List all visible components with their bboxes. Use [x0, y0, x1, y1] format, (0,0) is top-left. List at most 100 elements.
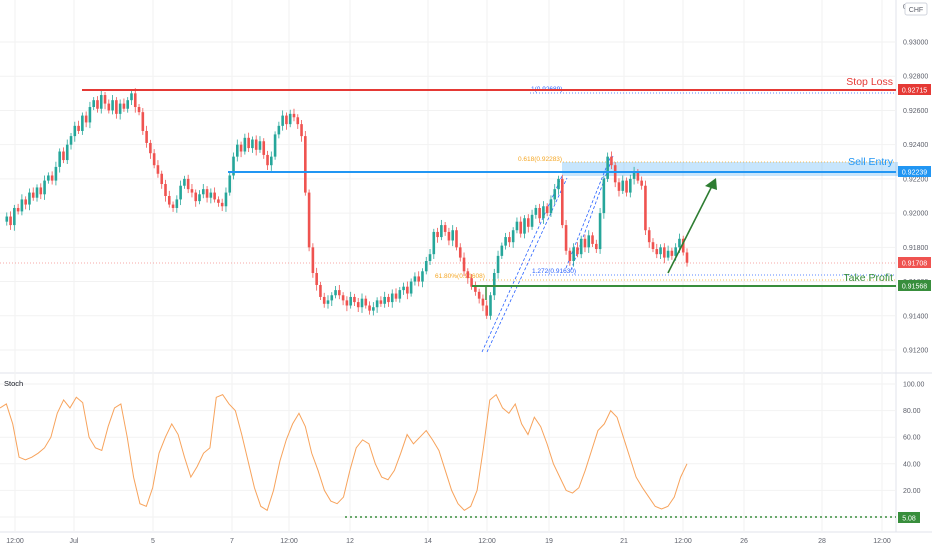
- candle-body: [387, 296, 390, 303]
- candle-body: [341, 295, 345, 301]
- fib-dashed-1: [481, 175, 563, 353]
- candle-body: [96, 100, 99, 109]
- candle-body: [655, 249, 659, 255]
- fib-dashed-2: [486, 177, 568, 353]
- candle-body: [81, 115, 84, 131]
- candle-body: [402, 286, 405, 291]
- stoch-tick-label: 80.00: [903, 408, 921, 415]
- candle-body: [107, 103, 111, 111]
- stop-loss-label: Stop Loss: [846, 76, 893, 88]
- candle-body: [477, 291, 481, 299]
- candle-body: [122, 103, 126, 109]
- candle-body: [538, 207, 541, 219]
- svg-text:0.91708: 0.91708: [902, 261, 927, 268]
- candle-body: [372, 307, 375, 311]
- candle-body: [625, 180, 628, 193]
- candle-body: [28, 192, 31, 205]
- currency-badge-box: [904, 2, 928, 16]
- candle-body: [500, 245, 504, 256]
- candle-body: [186, 178, 190, 190]
- candle-body: [270, 156, 273, 166]
- candle-body: [338, 290, 341, 296]
- fib-618-label: 0.618(0.92283): [518, 156, 562, 163]
- candle-body: [647, 230, 651, 243]
- candle-body: [560, 178, 564, 226]
- candle-body: [424, 261, 428, 272]
- candle-body: [220, 202, 224, 207]
- candle-body: [69, 136, 73, 145]
- candle-body: [322, 296, 326, 304]
- price-tick-label: 0.92000: [903, 211, 928, 218]
- candle-body: [485, 305, 489, 316]
- price-tick-label: 0.91200: [903, 348, 928, 355]
- candle-body: [606, 156, 609, 179]
- candle-body: [111, 100, 114, 111]
- candle-body: [470, 278, 473, 287]
- candle-body: [595, 243, 598, 250]
- candle-body: [583, 238, 587, 248]
- candle-body: [349, 296, 352, 306]
- stoch-line: [0, 393, 688, 512]
- candle-body: [621, 180, 625, 191]
- candle-body: [254, 139, 258, 150]
- candle-body: [659, 247, 662, 255]
- candle-body: [428, 254, 432, 262]
- candle-body: [504, 237, 507, 246]
- candle-body: [508, 237, 511, 243]
- take-profit-tag: 0.91568: [898, 280, 931, 291]
- candle-body: [356, 302, 360, 308]
- candle-body: [201, 189, 205, 195]
- candle-body: [640, 180, 643, 186]
- svg-text:0.92715: 0.92715: [902, 88, 927, 95]
- candle-body: [9, 216, 12, 226]
- time-tick-label: 12:00: [6, 538, 24, 545]
- candle-body: [436, 231, 439, 238]
- time-tick-label: 12: [346, 538, 354, 545]
- candle-body: [145, 130, 148, 143]
- candle-body: [217, 199, 220, 203]
- candle-body: [179, 185, 182, 200]
- candle-body: [152, 153, 156, 166]
- candle-body: [103, 95, 107, 104]
- candle-body: [285, 115, 288, 125]
- candle-body: [511, 230, 515, 243]
- time-tick-label: Jul: [70, 538, 79, 545]
- candle-body: [474, 286, 477, 292]
- candle-body: [273, 134, 277, 157]
- candle-body: [345, 300, 349, 306]
- candle-body: [598, 213, 602, 250]
- candle-body: [515, 221, 519, 231]
- candle-body: [84, 115, 88, 123]
- candle-body: [617, 182, 621, 191]
- candle-body: [530, 214, 534, 227]
- fibonacci-tools: 1(0.92689) 0.618(0.92283) 61.80%(0.91608…: [435, 86, 896, 353]
- candle-body: [670, 250, 674, 256]
- candle-body: [141, 112, 145, 131]
- price-tick-label: 0.91800: [903, 245, 928, 252]
- candle-body: [315, 273, 318, 285]
- candle-body: [587, 235, 591, 248]
- candle-body: [16, 207, 20, 212]
- candle-body: [526, 218, 530, 227]
- price-tick-label: 0.93000: [903, 40, 928, 47]
- candle-body: [62, 151, 65, 161]
- candle-body: [644, 185, 647, 231]
- candle-body: [133, 93, 137, 108]
- projection-arrow: [667, 178, 717, 274]
- candle-body: [568, 250, 572, 262]
- stoch-tick-label: 40.00: [903, 461, 921, 468]
- stoch-tick-label: 100.00: [903, 382, 925, 389]
- candle-body: [421, 271, 424, 282]
- candle-body: [190, 189, 194, 193]
- time-tick-label: 21: [620, 538, 628, 545]
- candle-body: [88, 107, 92, 123]
- candle-body: [549, 199, 553, 214]
- grid: [0, 0, 896, 532]
- time-tick-label: 5: [151, 538, 155, 545]
- candle-body: [209, 192, 213, 198]
- candle-body: [300, 124, 303, 137]
- candle-body: [311, 247, 315, 273]
- candle-body: [307, 192, 311, 248]
- candle-body: [353, 296, 356, 303]
